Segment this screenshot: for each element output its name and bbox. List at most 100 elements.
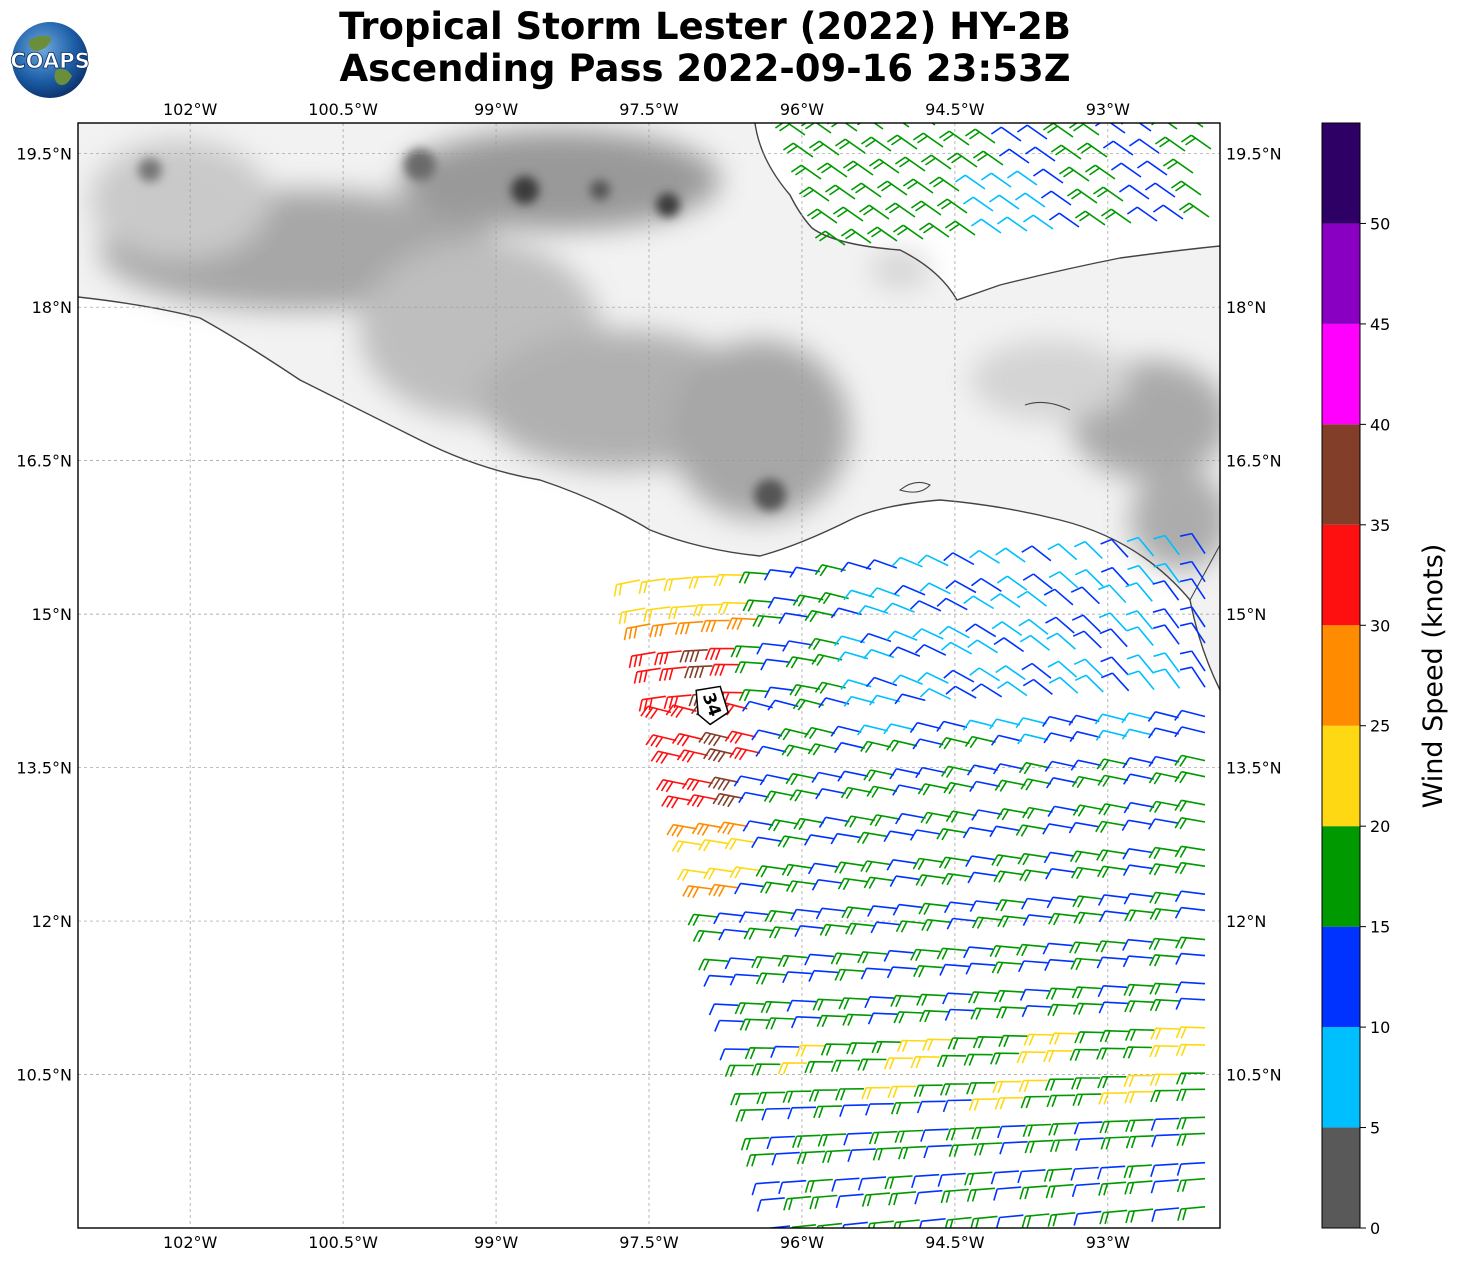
wind-barb [1097, 1165, 1126, 1180]
wind-barb [1073, 540, 1103, 559]
wind-barb [865, 559, 898, 570]
wind-barb [1096, 865, 1128, 878]
wind-barb [763, 569, 795, 581]
wind-barb [860, 136, 892, 152]
wind-barb [940, 1188, 969, 1204]
wind-barb [781, 863, 813, 877]
wind-barb [1072, 630, 1102, 649]
wind-barb [936, 828, 967, 841]
wind-barb [1136, 160, 1168, 176]
wind-barb [1174, 799, 1206, 812]
wind-barb [1096, 758, 1128, 771]
wind-barb [1070, 586, 1100, 605]
lon-tick-label-top: 93°W [1086, 100, 1130, 119]
lon-tick-label-top: 99°W [474, 100, 518, 119]
wind-barb [942, 992, 972, 1005]
wind-barb [811, 653, 843, 667]
wind-barb [822, 1149, 851, 1164]
wind-barbs [613, 105, 1212, 1228]
wind-barb [1123, 773, 1154, 785]
colorbar-tick-label: 0 [1370, 1219, 1380, 1238]
colorbar-tick-label: 25 [1370, 717, 1390, 736]
wind-barb [919, 687, 952, 700]
wind-barb [649, 622, 677, 638]
wind-barb [995, 547, 1026, 563]
wind-barb [994, 779, 1026, 792]
wind-barb [842, 1221, 868, 1228]
lon-tick-label-top: 102°W [163, 100, 218, 119]
wind-barb [871, 1040, 901, 1054]
wind-barb [789, 566, 820, 578]
wind-barb [962, 719, 994, 731]
wind-barb [914, 1189, 943, 1205]
wind-barb [1097, 894, 1129, 906]
lat-tick-label-right: 19.5°N [1226, 145, 1282, 164]
wind-barb [765, 1017, 795, 1030]
wind-barb [943, 781, 975, 795]
wind-barb [1046, 1094, 1076, 1108]
colorbar-tick-label: 15 [1370, 918, 1390, 937]
wind-barb [946, 917, 977, 930]
wind-barb [860, 967, 891, 980]
wind-barb [922, 1038, 952, 1051]
wind-barb [792, 1134, 821, 1148]
wind-barb [1122, 864, 1154, 876]
wind-barb [1070, 759, 1102, 771]
wind-barb [770, 1045, 800, 1058]
wind-barb [815, 788, 846, 800]
wind-barb [1125, 1208, 1154, 1224]
coaps-logo: COAPS [10, 22, 90, 98]
wind-barb [807, 862, 839, 875]
wind-barb [781, 744, 813, 757]
wind-barb [1021, 545, 1052, 562]
wind-barb [912, 132, 944, 148]
wind-barb [857, 1176, 887, 1191]
wind-barb [767, 699, 799, 711]
colorbar-bin [1322, 1127, 1360, 1228]
wind-barb [768, 926, 799, 939]
wind-barb [782, 142, 814, 158]
wind-barb [894, 693, 926, 705]
wind-barb [983, 105, 1013, 119]
wind-barb [738, 571, 769, 584]
wind-barb [1020, 1095, 1050, 1109]
wind-barb [972, 150, 1004, 166]
wind-barb [734, 1002, 765, 1015]
wind-barb [916, 993, 946, 1006]
wind-barb [971, 916, 1003, 929]
wind-barb [806, 208, 838, 224]
wind-barb [760, 1000, 791, 1014]
wind-barb [1058, 166, 1090, 182]
wind-barb [820, 1043, 851, 1056]
wind-barb [1148, 727, 1179, 739]
wind-barb [1042, 823, 1073, 835]
wind-barb [1022, 214, 1054, 230]
wind-barb [739, 1018, 770, 1031]
wind-barb [938, 856, 970, 869]
wind-barb [994, 1096, 1024, 1110]
wind-barb [971, 683, 1003, 698]
wind-barb [1121, 728, 1153, 740]
wind-barb [756, 642, 787, 655]
wind-barb [839, 1104, 868, 1117]
wind-barb [1017, 960, 1048, 973]
wind-barb [815, 907, 846, 920]
wind-barb [1047, 660, 1078, 678]
wind-barb [970, 1007, 1000, 1020]
wind-barb [962, 196, 994, 212]
wind-barb [965, 855, 996, 867]
wind-barb [866, 226, 898, 242]
wind-barb [714, 1019, 744, 1032]
wind-barb [939, 963, 970, 976]
wind-barb [814, 564, 846, 577]
wind-barb [980, 172, 1012, 188]
wind-barb [1123, 983, 1154, 997]
wind-barb [1153, 562, 1181, 584]
wind-barb [938, 130, 970, 146]
wind-barb [910, 200, 942, 216]
wind-barb [1123, 1074, 1153, 1088]
wind-barb [1074, 210, 1106, 226]
lon-tick-label-bottom: 97.5°W [619, 1233, 679, 1252]
wind-barb [654, 650, 682, 666]
wind-barb [1096, 849, 1127, 862]
